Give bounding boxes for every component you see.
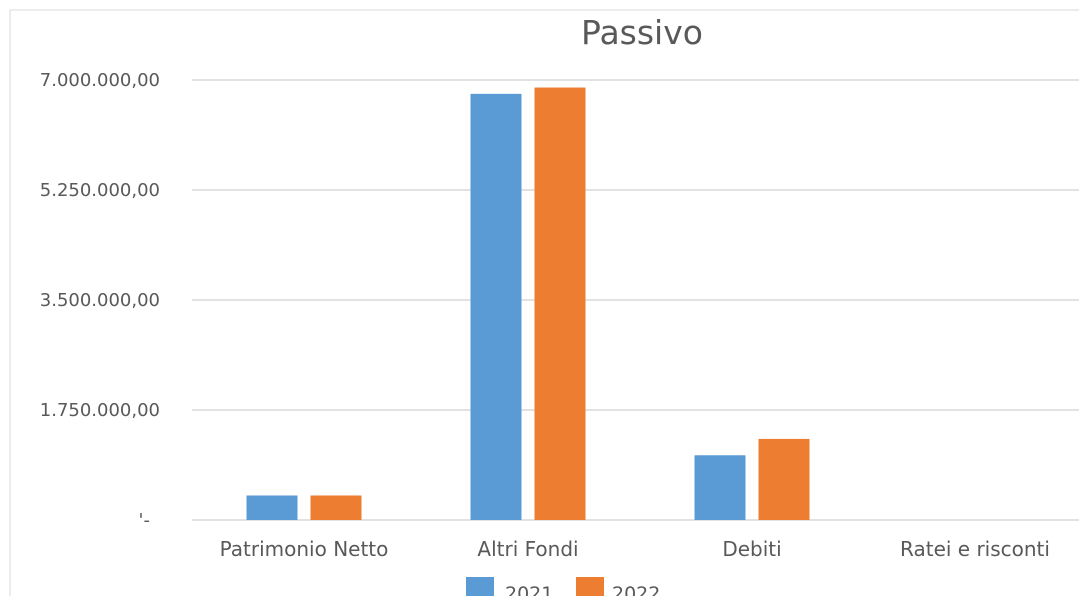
legend-swatch-2021 [466,577,494,596]
bar-2021-altri-fondi [470,93,522,520]
x-category-label: Patrimonio Netto [220,537,389,561]
y-tick-label: 7.000.000,00 [40,70,160,91]
y-tick-label: 1.750.000,00 [40,400,160,421]
bar-2021-debiti [694,455,746,520]
x-category-label: Ratei e risconti [900,537,1050,561]
legend-swatch-2022 [576,577,604,596]
bar-2022-debiti [758,438,810,520]
bar-2021-patrimonio-netto [246,495,298,520]
y-tick-label: 3.500.000,00 [40,290,160,311]
legend-label: 2021 [505,583,553,596]
legend-label: 2022 [612,583,660,596]
bar-2022-altri-fondi [534,87,586,521]
y-tick-label: '- [139,510,150,531]
y-tick-label: 5.250.000,00 [40,180,160,201]
bar-2022-patrimonio-netto [310,495,362,520]
chart-title: Passivo [581,13,703,52]
x-category-label: Altri Fondi [477,537,578,561]
x-category-label: Debiti [722,537,781,561]
